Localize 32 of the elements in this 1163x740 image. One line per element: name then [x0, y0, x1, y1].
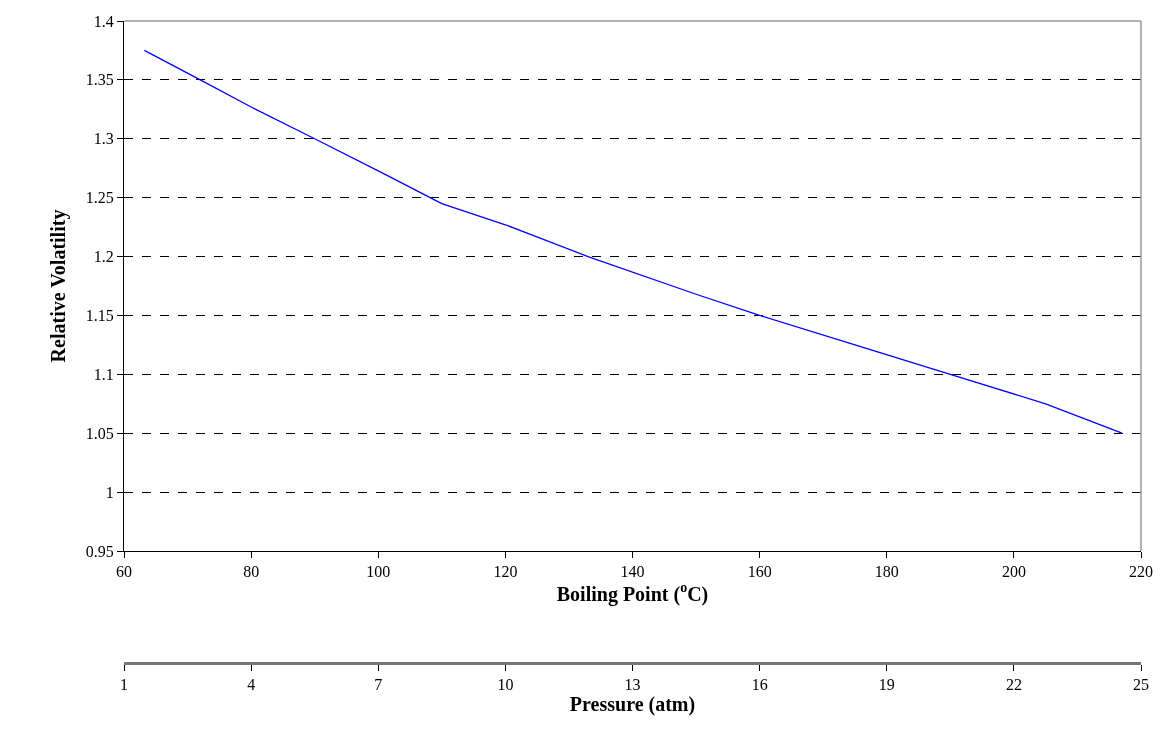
y-tick-label: 1.25 [85, 189, 114, 207]
x2-axis-title: Pressure (atm) [569, 693, 696, 717]
y-tick-label: 1.1 [93, 365, 114, 383]
x2-tick-label: 13 [624, 676, 641, 694]
line-series [143, 49, 1123, 434]
x2-tick-label: 16 [751, 676, 768, 694]
x-tick-label: 80 [243, 563, 260, 581]
x-tick-label: 120 [493, 563, 518, 581]
y-tick-label: 1.4 [93, 12, 114, 30]
x-axis-title: Boiling Point ($^{o}$C) [556, 580, 709, 606]
y-tick-label: 1.15 [85, 307, 114, 325]
x-tick-label: 200 [1001, 563, 1026, 581]
y-tick-label: 0.95 [85, 542, 114, 560]
x2-tick-label: 4 [247, 676, 256, 694]
x2-tick-label: 7 [374, 676, 383, 694]
y-tick-label: 1.3 [93, 130, 114, 148]
x-tick-label: 140 [620, 563, 645, 581]
y-tick-label: 1 [105, 483, 114, 501]
x-tick-label: 100 [366, 563, 391, 581]
x-tick-label: 60 [116, 563, 132, 581]
y-axis-title: Relative Volatility [47, 209, 71, 363]
x2-tick-label: 19 [878, 676, 895, 694]
x-tick-label: 160 [747, 563, 772, 581]
x2-tick-label: 10 [497, 676, 514, 694]
x2-tick-label: 25 [1133, 676, 1149, 694]
x-tick-label: 180 [874, 563, 899, 581]
x2-tick-label: 22 [1005, 676, 1022, 694]
x-tick-label: 220 [1129, 563, 1153, 581]
x2-tick-label: 1 [120, 676, 128, 694]
y-tick-label: 1.2 [93, 248, 114, 266]
y-tick-label: 1.05 [85, 424, 114, 442]
y-tick-label: 1.35 [85, 71, 114, 89]
